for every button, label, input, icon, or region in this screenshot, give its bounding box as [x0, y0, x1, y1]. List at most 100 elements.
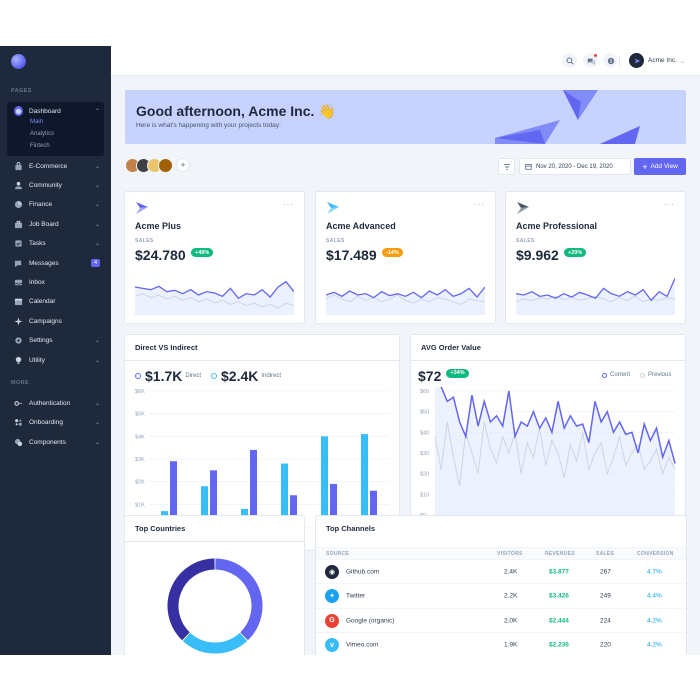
column-header-visitors[interactable]: VISITORS [497, 550, 523, 557]
product-logo-icon [327, 202, 339, 214]
date-range-picker[interactable]: Nov 20, 2020 - Dec 19, 2020 [519, 158, 631, 175]
onboarding-icon [14, 418, 23, 427]
sidebar-item-label: Finance [29, 201, 53, 209]
column-header-source[interactable]: SOURCE [326, 550, 350, 557]
more-options-icon[interactable]: ··· [664, 200, 675, 209]
y-tick-label: $3K [135, 457, 145, 463]
components-icon [14, 438, 23, 447]
search-icon [565, 56, 574, 65]
info-button[interactable] [603, 53, 618, 68]
table-row[interactable]: v Vimeo.com 1.9K $2.236 220 4.2% [316, 634, 686, 656]
sidebar-item-finance[interactable]: Finance ⌄ [14, 199, 100, 211]
series-line-current [326, 286, 485, 299]
sidebar-item-components[interactable]: Components ⌄ [14, 436, 100, 448]
card-title: Top Countries [135, 524, 186, 533]
add-view-button[interactable]: + Add View [634, 158, 686, 175]
chevron-down-icon: ⌄ [94, 400, 100, 407]
sidebar-item-community[interactable]: Community ⌄ [14, 179, 100, 191]
messages-button[interactable] [583, 53, 598, 68]
sidebar-item-authentication[interactable]: Authentication ⌄ [14, 397, 100, 409]
donut-slice[interactable] [182, 632, 248, 654]
date-range-text: Nov 20, 2020 - Dec 19, 2020 [536, 163, 613, 170]
top-countries-donut-chart [167, 558, 263, 654]
sidebar-item-campaigns[interactable]: Campaigns [14, 315, 100, 327]
revenue-value: $3.877 [549, 568, 569, 575]
legend-current[interactable]: Current [602, 372, 630, 378]
google-icon: G [325, 613, 339, 628]
bar-direct[interactable] [321, 436, 328, 527]
finance-icon [14, 200, 23, 209]
sidebar-subitem-main[interactable]: Main [30, 119, 44, 125]
sidebar-item-job-board[interactable]: Job Board ⌄ [14, 218, 100, 230]
bar-direct[interactable] [201, 486, 208, 527]
header-divider [619, 55, 620, 67]
sidebar-subitem-analytics[interactable]: Analytics [30, 131, 55, 137]
sidebar: PAGES Dashboard ⌃ Main Analytics Fintech… [0, 46, 111, 655]
column-header-conversion[interactable]: CONVERSION [637, 550, 674, 557]
legend-previous[interactable]: Previous [640, 372, 671, 378]
sidebar-item-e-commerce[interactable]: E-Commerce ⌄ [14, 160, 100, 172]
sidebar-item-calendar[interactable]: Calendar [14, 296, 100, 308]
card-title: Direct VS Indirect [135, 343, 198, 352]
sidebar-item-utility[interactable]: Utility ⌄ [14, 354, 100, 366]
series-line-current [516, 278, 675, 302]
notification-dot [594, 54, 597, 57]
search-button[interactable] [562, 53, 577, 68]
sidebar-item-label: Tasks [29, 240, 46, 248]
top-header: Acme Inc. ⌄ [111, 46, 700, 76]
donut-slice[interactable] [215, 558, 263, 641]
avatar[interactable] [158, 158, 173, 173]
add-member-button[interactable]: + [176, 158, 190, 172]
chevron-down-icon: ⌄ [94, 338, 100, 345]
chevron-down-icon: ⌄ [679, 57, 686, 65]
users-icon [14, 181, 23, 190]
legend-current-label: Current [610, 372, 631, 378]
chevron-down-icon: ⌄ [94, 357, 100, 364]
y-tick-label: $1K [135, 502, 145, 508]
bar-indirect[interactable] [210, 470, 217, 527]
bar-indirect[interactable] [370, 490, 377, 527]
briefcase-icon [14, 220, 23, 229]
team-avatars: + [125, 158, 190, 173]
conversion-value: 4.2% [647, 617, 662, 624]
sidebar-item-messages[interactable]: Messages 4 [14, 257, 100, 269]
bar-direct[interactable] [361, 434, 368, 527]
y-tick-label: $4K [135, 434, 145, 440]
inbox-icon [14, 278, 23, 287]
legend-previous-label: Previous [648, 372, 672, 378]
table-row[interactable]: G Google (organic) 2.0K $2.444 224 4.2% [316, 609, 686, 633]
more-options-icon[interactable]: ··· [474, 200, 485, 209]
bar-indirect[interactable] [250, 449, 257, 527]
kpi-card: ··· Acme Plus SALES $24.780 +49% [125, 192, 304, 323]
direct-label: Direct [185, 373, 202, 379]
more-options-icon[interactable]: ··· [283, 200, 294, 209]
sidebar-item-settings[interactable]: Settings ⌄ [14, 335, 100, 347]
bar-direct[interactable] [281, 463, 288, 527]
column-header-sales[interactable]: SALES [596, 550, 615, 557]
series-area-current [135, 281, 294, 315]
conversion-value: 4.7% [647, 568, 662, 575]
sidebar-item-dashboard[interactable]: Dashboard ⌃ [14, 105, 100, 117]
bar-indirect[interactable] [290, 495, 297, 527]
y-tick-label: $40 [420, 430, 429, 436]
sidebar-item-label: Inbox [29, 278, 45, 286]
sidebar-subitem-fintech[interactable]: Fintech [30, 143, 50, 149]
donut-slice[interactable] [167, 558, 215, 641]
user-menu[interactable]: Acme Inc. ⌄ [629, 53, 685, 68]
table-row[interactable]: ✦ Twitter 2.2K $3.426 249 4.4% [316, 585, 686, 609]
source-name: Vimeo.com [346, 641, 379, 649]
visitors-value: 2.2K [504, 592, 518, 600]
y-tick-label: $6K [135, 389, 145, 395]
filter-button[interactable] [498, 158, 515, 175]
table-row[interactable]: ◉ Github.com 2.4K $3.877 267 4.7% [316, 560, 686, 584]
column-header-revenues[interactable]: REVENUES [545, 550, 575, 557]
bar-indirect[interactable] [330, 483, 337, 527]
source-name: Twitter [346, 592, 366, 600]
bar-indirect[interactable] [170, 461, 177, 527]
sidebar-item-onboarding[interactable]: Onboarding ⌄ [14, 417, 100, 429]
sidebar-item-inbox[interactable]: Inbox [14, 276, 100, 288]
change-badge: -14% [382, 248, 403, 257]
app-logo[interactable] [11, 54, 26, 69]
avg-order-line-chart: $0$10$20$30$40$50$60WED 20TODAY [420, 387, 676, 530]
sidebar-item-tasks[interactable]: Tasks ⌄ [14, 238, 100, 250]
